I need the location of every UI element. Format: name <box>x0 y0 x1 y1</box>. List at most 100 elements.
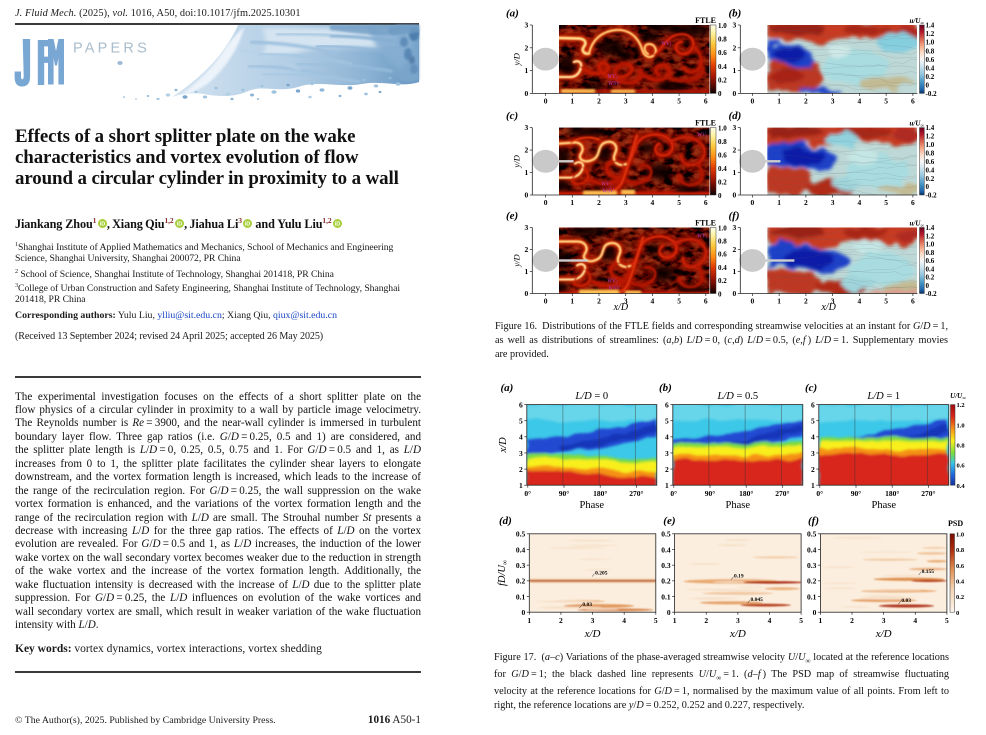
svg-text:6: 6 <box>704 297 708 306</box>
svg-text:0.4: 0.4 <box>926 166 935 174</box>
svg-text:0.4: 0.4 <box>807 545 817 554</box>
svg-text:WV1: WV1 <box>697 234 708 240</box>
svg-text:0.4: 0.4 <box>516 545 526 554</box>
svg-text:0.6: 0.6 <box>926 257 935 265</box>
svg-text:4: 4 <box>768 616 772 625</box>
svg-text:5: 5 <box>665 417 669 426</box>
svg-text:0.8: 0.8 <box>926 149 935 157</box>
svg-text:1.2: 1.2 <box>926 232 935 240</box>
svg-text:0.8: 0.8 <box>718 238 727 246</box>
svg-text:0.6: 0.6 <box>956 563 965 570</box>
svg-text:6: 6 <box>519 400 523 409</box>
svg-text:1: 1 <box>733 267 737 276</box>
svg-text:FTLE: FTLE <box>695 219 716 228</box>
svg-text:0.19: 0.19 <box>734 574 744 580</box>
svg-text:u/U∞: u/U∞ <box>910 220 925 230</box>
svg-text:PSD: PSD <box>948 519 963 528</box>
svg-text:0.2: 0.2 <box>516 577 526 586</box>
svg-text:180°: 180° <box>885 489 899 498</box>
svg-text:3: 3 <box>525 123 529 132</box>
svg-text:1.0: 1.0 <box>926 39 935 47</box>
svg-text:0°: 0° <box>816 489 823 498</box>
svg-text:0.2: 0.2 <box>956 594 964 601</box>
svg-text:1.0: 1.0 <box>926 141 935 149</box>
svg-text:0: 0 <box>733 191 737 200</box>
svg-text:3: 3 <box>736 616 740 625</box>
svg-text:5: 5 <box>884 297 888 306</box>
svg-text:2: 2 <box>850 616 854 625</box>
svg-text:x/D: x/D <box>584 628 601 640</box>
svg-text:2: 2 <box>665 465 669 474</box>
svg-text:4: 4 <box>519 433 523 442</box>
svg-text:0: 0 <box>525 89 529 98</box>
svg-text:0: 0 <box>525 289 529 298</box>
svg-text:0.2: 0.2 <box>926 175 935 183</box>
svg-text:6: 6 <box>665 400 669 409</box>
svg-text:0.4: 0.4 <box>926 64 935 72</box>
svg-text:0: 0 <box>751 297 755 306</box>
svg-text:-0.2: -0.2 <box>926 90 938 98</box>
svg-text:0.8: 0.8 <box>718 35 727 43</box>
svg-text:3: 3 <box>624 297 628 306</box>
svg-text:2: 2 <box>525 245 529 254</box>
svg-text:4: 4 <box>858 198 862 207</box>
svg-text:0: 0 <box>751 96 755 105</box>
svg-text:3: 3 <box>525 223 529 232</box>
svg-text:0.2: 0.2 <box>807 577 817 586</box>
svg-text:1: 1 <box>777 297 781 306</box>
svg-text:Phase: Phase <box>872 500 897 511</box>
svg-text:L/D = 0: L/D = 0 <box>574 391 608 402</box>
svg-text:2: 2 <box>597 297 601 306</box>
svg-text:1: 1 <box>519 481 523 490</box>
svg-text:3: 3 <box>733 223 737 232</box>
svg-text:0: 0 <box>718 192 722 200</box>
svg-text:0: 0 <box>813 608 817 617</box>
svg-text:3: 3 <box>525 21 529 30</box>
svg-text:0.6: 0.6 <box>718 251 727 259</box>
svg-text:1.0: 1.0 <box>926 241 935 249</box>
svg-text:0: 0 <box>544 96 548 105</box>
svg-text:0.3: 0.3 <box>807 561 817 570</box>
svg-text:L/D = 0.5: L/D = 0.5 <box>716 391 758 402</box>
svg-text:0: 0 <box>733 289 737 298</box>
svg-text:1: 1 <box>570 297 574 306</box>
svg-text:2: 2 <box>811 465 815 474</box>
svg-text:1.4: 1.4 <box>926 22 935 30</box>
svg-text:0.8: 0.8 <box>926 249 935 257</box>
svg-text:(a): (a) <box>501 382 514 394</box>
svg-text:0.4: 0.4 <box>957 483 966 490</box>
svg-text:5: 5 <box>799 616 803 625</box>
svg-text:2: 2 <box>804 198 808 207</box>
svg-text:6: 6 <box>704 96 708 105</box>
svg-text:0.1: 0.1 <box>661 592 671 601</box>
svg-text:WV2: WV2 <box>607 279 618 285</box>
svg-text:0.8: 0.8 <box>957 443 966 450</box>
svg-text:6: 6 <box>911 297 915 306</box>
svg-text:0°: 0° <box>670 489 677 498</box>
svg-text:iD: iD <box>177 222 182 228</box>
svg-text:5: 5 <box>677 198 681 207</box>
svg-text:3: 3 <box>811 449 815 458</box>
svg-text:6: 6 <box>704 198 708 207</box>
svg-text:5: 5 <box>884 96 888 105</box>
svg-text:WV2: WV2 <box>607 74 618 80</box>
svg-text:0.1: 0.1 <box>807 592 817 601</box>
svg-text:Phase: Phase <box>580 500 605 511</box>
svg-text:270°: 270° <box>775 489 789 498</box>
svg-text:(c): (c) <box>805 382 817 394</box>
svg-text:0: 0 <box>667 608 671 617</box>
svg-text:1.0: 1.0 <box>956 531 964 538</box>
svg-text:4: 4 <box>858 96 862 105</box>
svg-text:1: 1 <box>527 616 531 625</box>
svg-text:WV1: WV1 <box>661 41 672 47</box>
svg-text:4: 4 <box>665 433 669 442</box>
svg-text:1: 1 <box>525 168 529 177</box>
svg-text:x/D: x/D <box>613 302 629 313</box>
svg-text:0: 0 <box>522 608 526 617</box>
svg-text:(f): (f) <box>808 515 819 527</box>
svg-text:FTLE: FTLE <box>695 16 716 25</box>
svg-text:1: 1 <box>570 198 574 207</box>
svg-text:5: 5 <box>519 417 523 426</box>
svg-text:0.2: 0.2 <box>718 77 727 85</box>
svg-text:3: 3 <box>831 198 835 207</box>
